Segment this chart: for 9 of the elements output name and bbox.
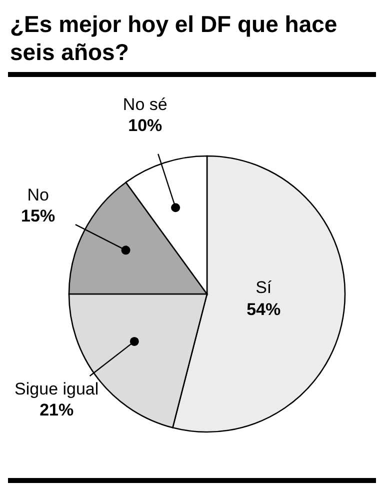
slice-label: No (27, 185, 49, 204)
data-label: 10% (128, 116, 162, 135)
data-label: 15% (21, 206, 56, 226)
data-label: 21% (40, 400, 74, 420)
slice-label: Sí (256, 278, 272, 297)
data-label: 54% (246, 300, 281, 319)
slice-label: Sigue igual (14, 380, 99, 399)
slice-label: No sé (122, 94, 168, 114)
chart-title: ¿Es mejor hoy el DF que hace seis años? (8, 8, 376, 77)
